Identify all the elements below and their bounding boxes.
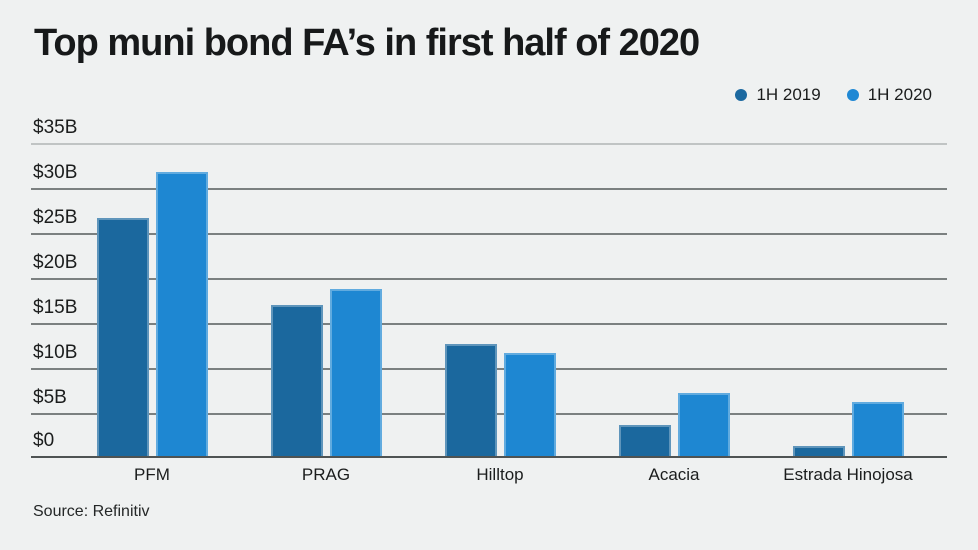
bar-hilltop-1h-2019 [444,343,497,458]
y-axis-tick-label-5b: $5B [33,387,67,408]
legend-item-1h-2019: 1H 2019 [735,85,821,105]
plot-area: $35B $30B $25B $20B $15B $10B $5B $0 PFM PRAG Hill… [31,117,947,484]
x-axis-label-pfm: PFM [134,465,170,484]
legend-item-1h-2020: 1H 2020 [846,85,932,105]
x-axis-label-estrada-hinojosa: Estrada Hinojosa [783,465,913,484]
x-axis-label-acacia: Acacia [648,465,700,484]
gridline-25b: $25B [31,207,947,235]
y-axis-tick-label-30b: $30B [33,162,78,183]
y-axis-tick-label-15b: $15B [33,297,78,318]
bar-hilltop-1h-2020 [503,352,556,458]
x-axis-baseline: $0 [31,430,947,458]
bar-prag-1h-2020 [329,288,382,458]
bar-pfm-1h-2020 [155,171,208,458]
legend: 1H 2019 1H 2020 [735,85,932,105]
y-axis-tick-label-10b: $10B [33,342,78,363]
legend-dot-1h-2019-icon [735,89,748,101]
gridline-30b: $30B [31,162,947,190]
bar-acacia-1h-2019 [618,424,671,458]
y-axis-tick-label-0b: $0 [33,430,55,451]
gridline-35b: $35B [31,117,947,145]
bar-pfm-1h-2019 [96,217,149,458]
legend-dot-1h-2020-icon [846,89,859,101]
bar-estrada-hinojosa-1h-2020 [851,402,904,458]
source-note: Source: Refinitiv [33,503,150,520]
legend-label-1h-2019: 1H 2019 [756,85,821,104]
gridline-20b: $20B [31,252,947,280]
y-axis-tick-label-20b: $20B [33,252,78,273]
x-axis-label-hilltop: Hilltop [476,465,524,484]
bar-acacia-1h-2020 [677,393,730,458]
chart-title: Top muni bond FA’s in first half of 2020 [34,22,700,64]
gridline-15b: $15B [31,297,947,325]
x-axis-label-prag: PRAG [301,465,351,484]
bar-prag-1h-2019 [270,305,323,458]
legend-label-1h-2020: 1H 2020 [867,85,932,104]
y-axis-tick-label-35b: $35B [33,117,78,138]
y-axis-tick-label-25b: $25B [33,207,78,228]
bar-estrada-hinojosa-1h-2019 [792,446,845,458]
